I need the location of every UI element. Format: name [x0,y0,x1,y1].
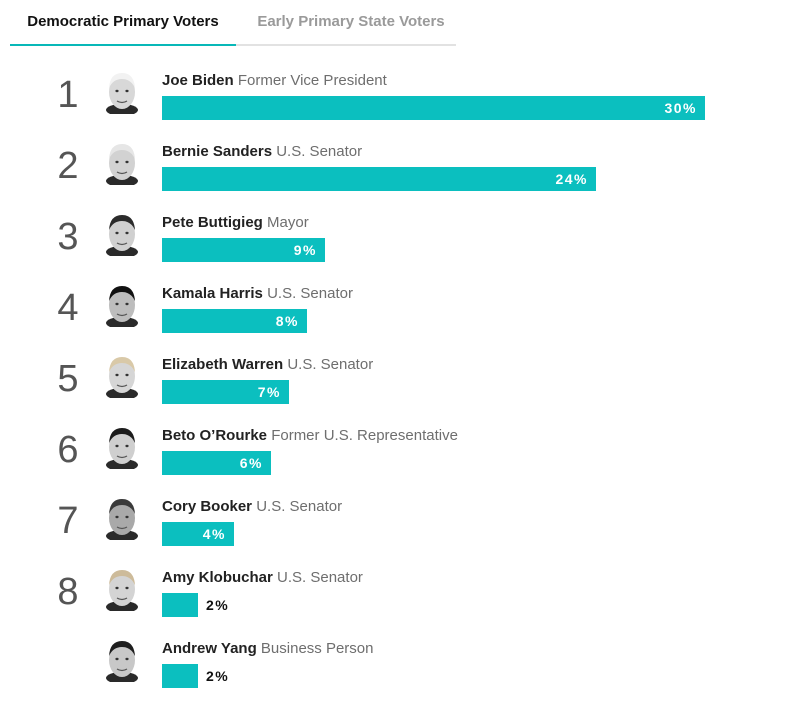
tab-early-primary-state-voters[interactable]: Early Primary State Voters [257,13,445,30]
candidate-title: U.S. Senator [277,569,363,586]
candidate-name: Beto O’Rourke [162,427,268,444]
value-label: 6% [239,455,263,471]
value-bar [162,380,289,404]
candidate-name: Joe Biden [162,72,234,89]
rank-number: 2 [57,145,79,187]
tab-democratic-primary-voters[interactable]: Democratic Primary Voters [10,0,236,46]
candidate-name: Kamala Harris [162,285,263,302]
value-bar [162,593,198,617]
candidate-portrait-icon [104,281,140,327]
value-bar [162,522,234,546]
value-label: 2% [206,597,230,613]
candidate-name: Cory Booker [162,498,253,515]
value-bar [162,309,307,333]
candidate-title: U.S. Senator [267,285,353,302]
rank-number: 8 [57,571,79,613]
candidate-row: 1 Joe Biden Former Vice President 30% [0,72,788,143]
candidate-title: Former U.S. Representative [271,427,458,444]
candidate-name: Amy Klobuchar [162,569,273,586]
candidate-name: Elizabeth Warren [162,356,284,373]
value-label: 7% [257,384,281,400]
candidate-label: Andrew Yang Business Person [162,640,373,658]
candidate-row: Andrew Yang Business Person 2% [0,640,788,711]
candidate-label: Elizabeth Warren U.S. Senator [162,356,373,374]
candidate-label: Cory Booker U.S. Senator [162,498,342,516]
rank-number: 1 [57,74,79,116]
candidate-portrait-icon [104,636,140,682]
candidate-portrait-icon [104,565,140,611]
candidate-title: Former Vice President [237,72,387,89]
candidate-title: Business Person [260,640,374,657]
candidate-title: U.S. Senator [287,356,374,373]
candidate-label: Joe Biden Former Vice President [162,72,387,90]
candidate-title: Mayor [267,214,309,231]
value-label: 4% [202,526,226,542]
candidate-name: Pete Buttigieg [162,214,263,231]
candidate-row: 4 Kamala Harris U.S. Senator 8% [0,285,788,356]
candidate-label: Kamala Harris U.S. Senator [162,285,353,303]
tab-bar: Democratic Primary Voters Early Primary … [10,0,456,46]
candidate-label: Beto O’Rourke Former U.S. Representative [162,427,458,445]
value-label: 8% [275,313,299,329]
candidate-row: 6 Beto O’Rourke Former U.S. Representativ… [0,427,788,498]
candidate-portrait-icon [104,210,140,256]
candidate-portrait-icon [104,423,140,469]
candidate-name: Andrew Yang [162,640,257,657]
candidate-row: 2 Bernie Sanders U.S. Senator 24% [0,143,788,214]
rank-number: 6 [57,429,79,471]
candidate-row: 3 Pete Buttigieg Mayor 9% [0,214,788,285]
candidate-label: Pete Buttigieg Mayor [162,214,309,232]
candidate-label: Bernie Sanders U.S. Senator [162,143,362,161]
candidate-name: Bernie Sanders [162,143,273,160]
value-label: 9% [293,242,317,258]
rank-number: 7 [57,500,79,542]
value-bar [162,451,271,475]
candidate-label: Amy Klobuchar U.S. Senator [162,569,363,587]
candidate-title: U.S. Senator [256,498,343,515]
value-bar [162,96,705,120]
value-label: 24% [555,171,588,187]
value-bar [162,238,325,262]
value-bar [162,167,596,191]
candidate-portrait-icon [104,139,140,185]
candidate-portrait-icon [104,352,140,398]
candidate-title: U.S. Senator [276,143,363,160]
value-bar [162,664,198,688]
candidate-portrait-icon [104,68,140,114]
rank-number: 5 [57,358,79,400]
rank-number: 4 [57,287,79,329]
candidate-row: 8 Amy Klobuchar U.S. Senator 2% [0,569,788,640]
candidate-portrait-icon [104,494,140,540]
value-label: 2% [206,668,230,684]
value-label: 30% [664,100,697,116]
candidate-row: 5 Elizabeth Warren U.S. Senator 7% [0,356,788,427]
rank-number: 3 [57,216,79,258]
candidate-row: 7 Cory Booker U.S. Senator 4% [0,498,788,569]
